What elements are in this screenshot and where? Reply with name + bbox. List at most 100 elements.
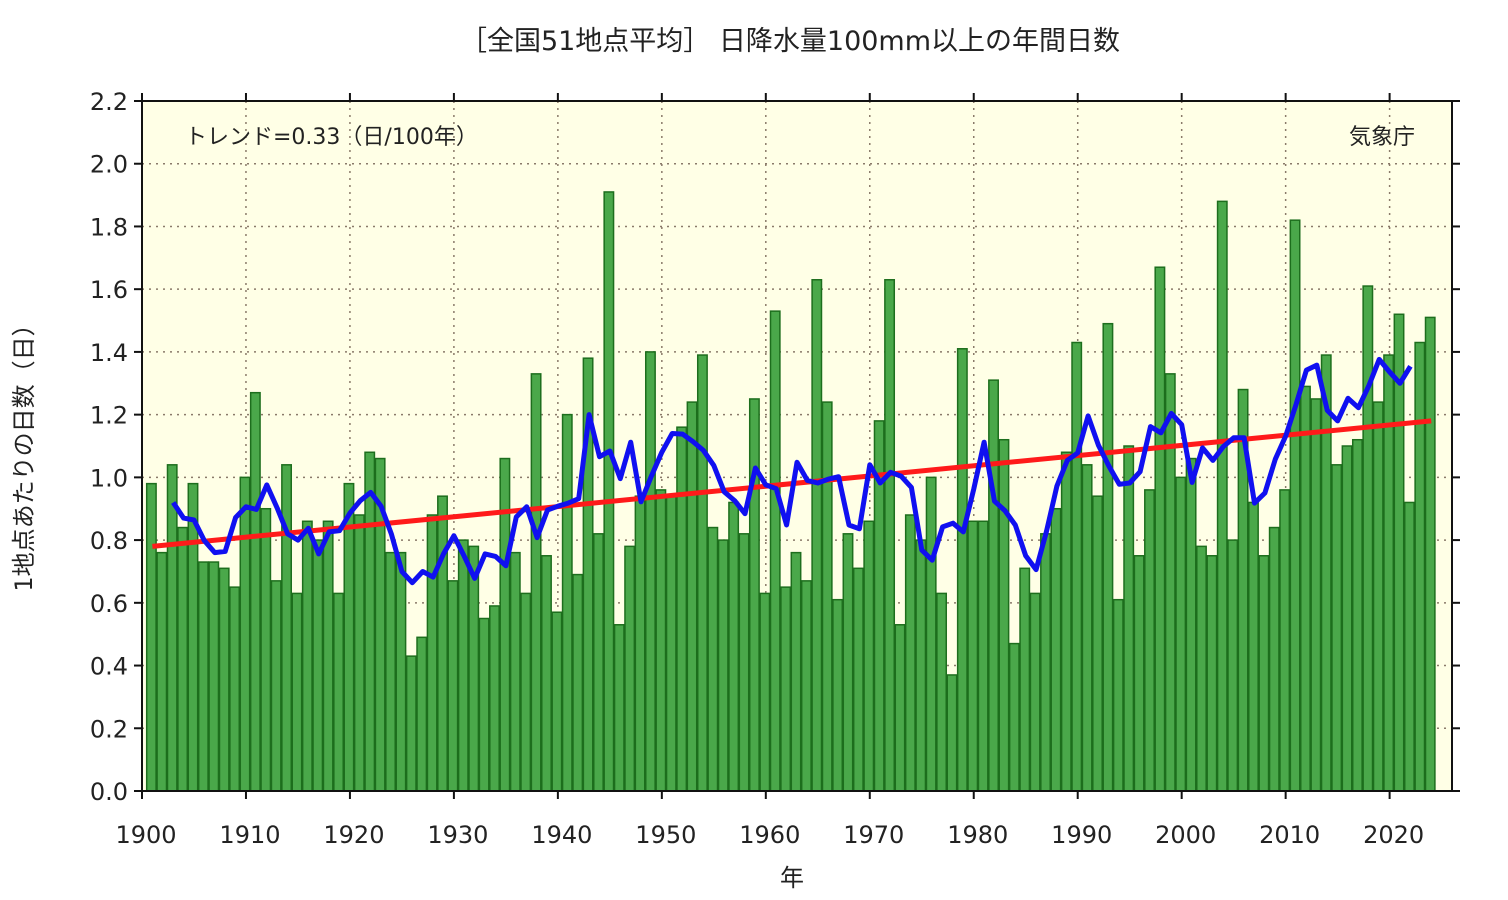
bar-1930	[447, 580, 459, 792]
bar-1911	[249, 391, 261, 792]
x-tick-label: 1960	[739, 821, 800, 849]
bar-1904	[177, 526, 189, 792]
bar-2005	[1227, 539, 1239, 792]
bar-1965	[811, 279, 823, 792]
bar-1953	[686, 401, 698, 792]
bar-2008	[1258, 555, 1270, 792]
bar-1972	[884, 279, 896, 792]
bar-1990	[1071, 341, 1083, 792]
bar-2001	[1185, 457, 1197, 792]
bar-1970	[863, 520, 875, 792]
bar-1957	[728, 501, 740, 792]
x-tick-label: 1940	[531, 821, 592, 849]
bar-1913	[270, 580, 282, 792]
bar-1916	[301, 520, 313, 792]
y-tick-label: 1.8	[90, 213, 128, 241]
bar-1906	[197, 561, 209, 792]
bar-1919	[333, 592, 344, 792]
bar-1925	[395, 551, 407, 792]
bar-2011	[1289, 219, 1301, 792]
bar-1908	[218, 567, 230, 792]
bar-1918	[322, 520, 334, 792]
y-tick-label: 1.0	[90, 464, 128, 492]
bar-1941	[561, 413, 573, 792]
bar-1951	[665, 495, 677, 792]
bar-1929	[437, 495, 448, 792]
bar-2017	[1351, 438, 1363, 792]
bar-1964	[800, 580, 812, 792]
bar-1989	[1060, 451, 1072, 792]
bar-2015	[1331, 464, 1343, 792]
bar-1931	[457, 539, 469, 792]
bar-1914	[281, 464, 293, 792]
bar-2003	[1206, 555, 1218, 792]
bar-1960	[759, 592, 771, 792]
bar-1994	[1112, 598, 1124, 792]
bar-1991	[1081, 464, 1093, 792]
bar-1932	[468, 545, 480, 792]
x-tick-label: 2000	[1155, 821, 1216, 849]
bar-1983	[998, 438, 1010, 792]
bar-1986	[1029, 592, 1041, 792]
y-tick-label: 1.6	[90, 276, 128, 304]
bar-1912	[260, 507, 272, 792]
bar-1992	[1092, 495, 1103, 792]
y-tick-label: 1.2	[90, 402, 128, 430]
bar-1969	[852, 567, 864, 792]
bar-1996	[1133, 555, 1145, 792]
bar-1922	[364, 451, 376, 792]
bar-1948	[634, 495, 646, 792]
bar-1982	[988, 379, 999, 792]
bar-1977	[936, 592, 948, 792]
bar-1917	[312, 539, 324, 792]
y-tick-label: 0.4	[90, 653, 128, 681]
bar-1967	[832, 598, 844, 792]
bar-1940	[551, 611, 563, 792]
moving-average-line	[171, 356, 1413, 586]
x-tick-label: 2020	[1363, 821, 1424, 849]
bar-1984	[1008, 642, 1020, 792]
x-tick-label: 1980	[947, 821, 1008, 849]
bar-2007	[1248, 501, 1259, 792]
bar-1910	[239, 476, 251, 792]
bar-2010	[1279, 489, 1291, 792]
bar-1939	[541, 555, 552, 792]
bar-1966	[821, 401, 833, 792]
bar-2022	[1403, 501, 1415, 792]
y-tick-label: 0.0	[90, 778, 128, 806]
plot-frame	[141, 100, 1453, 792]
bar-1995	[1123, 445, 1135, 792]
bar-2019	[1372, 401, 1384, 792]
y-axis-label: 1地点あたりの日数（日）	[10, 312, 38, 591]
bar-2024	[1424, 316, 1436, 792]
bar-1962	[780, 586, 792, 792]
bar-1987	[1040, 533, 1051, 792]
bar-1915	[291, 592, 303, 792]
bar-1927	[416, 636, 428, 792]
bar-2012	[1299, 385, 1311, 792]
bar-1997	[1144, 489, 1155, 792]
bar-1985	[1019, 567, 1031, 792]
bar-1998	[1154, 266, 1166, 792]
bar-1952	[676, 426, 688, 792]
x-tick-label: 1900	[115, 821, 176, 849]
bar-1926	[405, 655, 417, 792]
bar-1959	[748, 398, 760, 792]
bars	[145, 191, 1436, 792]
bar-1981	[977, 520, 989, 792]
bar-2021	[1393, 313, 1405, 792]
bar-2004	[1216, 200, 1228, 792]
ticks: 0.0 0.2 0.4 0.6 0.8 1.0 1.2 1.4 1.6 1.8 2.0 2.2 1900…	[90, 88, 1460, 849]
bar-2009	[1268, 526, 1280, 792]
bar-1955	[707, 526, 719, 792]
bar-1961	[769, 310, 781, 792]
y-tick-label: 1.4	[90, 339, 128, 367]
x-tick-label: 1920	[323, 821, 384, 849]
bar-1950	[655, 489, 667, 792]
bar-1946	[613, 624, 625, 792]
bar-1902	[156, 551, 168, 792]
bar-1938	[530, 373, 542, 792]
y-tick-label: 2.0	[90, 151, 128, 179]
bar-1999	[1164, 373, 1176, 792]
bar-1954	[696, 354, 708, 792]
